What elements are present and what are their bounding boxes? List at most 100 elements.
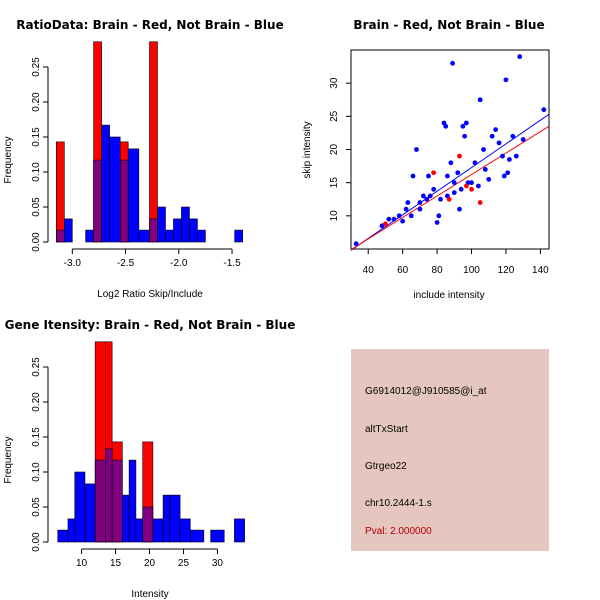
scatter-brain-point: [469, 186, 474, 192]
ratio-hist-notbrain-bar: [56, 229, 65, 243]
scatter-notbrain-point: [405, 200, 411, 205]
scatter-notbrain-point: [541, 107, 547, 113]
ratio-hist-y-tick-label: 0.20: [31, 92, 42, 112]
ratio-hist-notbrain-bar: [165, 229, 174, 243]
scatter-notbrain-point: [443, 123, 449, 129]
scatter-y-tick-label: 30: [329, 77, 340, 89]
scatter-notbrain-point: [417, 206, 423, 212]
gene-hist-notbrain-bar: [84, 483, 96, 543]
gene-histogram-panel: Gene Itensity: Brain - Red, Not Brain - …: [3, 318, 295, 600]
scatter-notbrain-point: [510, 133, 516, 139]
scatter-title: Brain - Red, Not Brain - Blue: [353, 18, 544, 32]
scatter-xlabel: include intensity: [413, 290, 484, 301]
scatter-notbrain-point: [513, 153, 519, 159]
ratio-hist-notbrain-bar: [119, 159, 129, 243]
scatter-brain-point: [463, 183, 469, 189]
gene-hist-title: Gene Itensity: Brain - Red, Not Brain - …: [5, 318, 296, 332]
ratio-hist-title: RatioData: Brain - Red, Not Brain - Blue: [16, 18, 283, 32]
scatter-y-tick-label: 15: [329, 177, 340, 189]
scatter-notbrain-point: [436, 213, 442, 219]
ratio-histogram-panel: RatioData: Brain - Red, Not Brain - Blue…: [3, 18, 284, 300]
gene-hist-notbrain-bar: [94, 459, 106, 543]
ratio-hist-brain-bar: [149, 41, 158, 243]
gene-hist-axes: 0.00 0.05 0.10 0.15 0.20 0.25 10 15 20 25 30: [31, 357, 223, 569]
gene-hist-notbrain-bar: [111, 459, 123, 543]
scatter-notbrain-point: [431, 186, 437, 192]
scatter-notbrain-point: [410, 173, 416, 179]
scatter-x-tick-label: 120: [498, 265, 515, 276]
ratio-hist-x-tick-label: -2.5: [117, 258, 135, 269]
gene-hist-notbrain-bar: [189, 529, 205, 543]
ratio-hist-notbrain-bar: [127, 148, 140, 243]
scatter-notbrain-point: [353, 241, 359, 247]
gene-hist-x-tick-label: 30: [212, 558, 224, 569]
ratio-hist-notbrain-bar: [181, 206, 190, 243]
scatter-notbrain-point: [455, 170, 461, 176]
gene-hist-y-tick-label: 0.05: [31, 497, 42, 517]
scatter-notbrain-point: [517, 54, 523, 60]
ratio-hist-notbrain-bar: [109, 136, 121, 243]
ratio-hist-notbrain-bar: [149, 218, 158, 243]
scatter-notbrain-point: [448, 160, 454, 166]
ratio-hist-bars: [56, 41, 243, 243]
scatter-notbrain-point: [489, 133, 495, 139]
info-probe-id: G6914012@J910585@i_at: [365, 386, 487, 397]
ratio-hist-y-tick-label: 0.05: [31, 197, 42, 217]
gene-hist-x-tick-label: 25: [178, 558, 190, 569]
gene-hist-notbrain-bar: [57, 529, 69, 543]
scatter-x-tick-label: 80: [432, 265, 444, 276]
ratio-hist-brain-bar: [56, 141, 65, 243]
scatter-notbrain-point: [469, 180, 474, 186]
scatter-y-tick-label: 25: [329, 110, 340, 122]
scatter-notbrain-point: [424, 196, 430, 202]
ratio-hist-notbrain-bar: [101, 124, 110, 243]
scatter-notbrain-point: [481, 147, 486, 152]
gene-hist-notbrain-bar: [135, 518, 144, 543]
gene-hist-notbrain-bar: [105, 448, 113, 543]
scatter-notbrain-point: [450, 60, 455, 66]
scatter-ylabel: skip intensity: [302, 121, 313, 178]
ratio-hist-x-tick-label: -2.0: [170, 258, 188, 269]
scatter-brain-point: [383, 221, 388, 227]
gene-hist-xlabel: Intensity: [131, 589, 168, 600]
gene-hist-notbrain-bar: [74, 471, 86, 543]
ratio-hist-x-tick-label: -1.5: [223, 258, 241, 269]
scatter-brain-point: [431, 170, 437, 176]
ratio-hist-xlabel: Log2 Ratio Skip/Include: [97, 289, 203, 300]
ratio-hist-notbrain-bar: [64, 218, 73, 243]
scatter-notbrain-point: [403, 206, 409, 212]
scatter-y-tick-label: 20: [329, 144, 340, 156]
gene-hist-notbrain-bar: [152, 518, 164, 543]
gene-hist-notbrain-bar: [179, 518, 191, 543]
scatter-notbrain-point: [400, 218, 406, 224]
scatter-notbrain-point: [458, 186, 464, 192]
ratio-hist-notbrain-bar: [189, 218, 198, 243]
info-pval: Pval: 2.000000: [365, 526, 432, 537]
gene-hist-y-tick-label: 0.00: [31, 532, 42, 552]
info-panel: G6914012@J910585@i_at altTxStart Gtrgeo2…: [351, 349, 549, 551]
scatter-notbrain-point: [427, 193, 433, 199]
scatter-notbrain-point: [396, 213, 402, 219]
gene-hist-y-tick-label: 0.10: [31, 462, 42, 482]
gene-hist-notbrain-bar: [169, 494, 181, 543]
scatter-notbrain-point: [445, 173, 450, 179]
gene-hist-bars: [57, 341, 245, 543]
ratio-hist-x-tick-label: -3.0: [64, 258, 82, 269]
scatter-notbrain-point: [420, 193, 426, 199]
ratio-hist-notbrain-bar: [157, 206, 166, 243]
scatter-notbrain-point: [434, 220, 440, 225]
scatter-notbrain-point: [386, 216, 392, 222]
scatter-notbrain-point: [507, 157, 512, 162]
scatter-fit-lines: [350, 113, 550, 251]
ratio-hist-notbrain-bar: [234, 229, 243, 243]
scatter-x-tick-label: 40: [363, 265, 375, 276]
scatter-notbrain-point: [486, 176, 492, 182]
gene-hist-x-tick-label: 20: [144, 558, 156, 569]
scatter-notbrain-point: [462, 133, 468, 139]
scatter-notbrain-point: [477, 97, 483, 103]
ratio-hist-notbrain-bar: [197, 229, 206, 243]
scatter-brain-point: [477, 200, 483, 205]
scatter-notbrain-point: [463, 120, 469, 126]
scatter-notbrain-point: [482, 167, 488, 172]
scatter-x-tick-label: 140: [532, 265, 549, 276]
